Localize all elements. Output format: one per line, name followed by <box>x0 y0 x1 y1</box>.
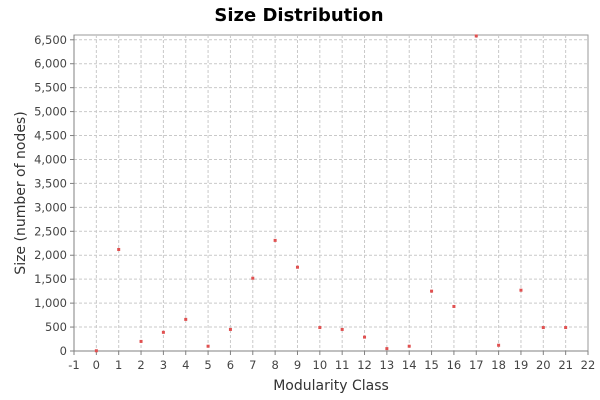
x-tick-label: 2 <box>137 358 144 372</box>
data-point <box>117 247 121 251</box>
data-point <box>251 276 255 280</box>
data-point <box>519 288 523 292</box>
x-tick-label: 21 <box>558 358 573 372</box>
data-point <box>541 326 545 330</box>
y-tick-label: 6,500 <box>34 33 67 47</box>
data-point <box>206 344 210 348</box>
x-tick-label: 4 <box>182 358 189 372</box>
data-point <box>318 326 322 330</box>
x-tick-label: 11 <box>335 358 350 372</box>
data-point <box>273 238 277 242</box>
data-point <box>184 317 188 321</box>
y-tick-label: 4,000 <box>34 152 67 166</box>
x-tick-label: 13 <box>380 358 395 372</box>
x-tick-label: -1 <box>68 358 79 372</box>
data-point <box>340 327 344 331</box>
y-tick-label: 500 <box>45 320 67 334</box>
y-tick-label: 5,000 <box>34 105 67 119</box>
x-tick-label: 9 <box>294 358 301 372</box>
x-tick-label: 17 <box>469 358 484 372</box>
data-point <box>385 347 389 351</box>
x-tick-label: 19 <box>514 358 529 372</box>
axes <box>70 35 589 355</box>
grid <box>74 35 588 351</box>
data-point <box>564 326 568 330</box>
x-tick-label: 16 <box>447 358 462 372</box>
y-tick-label: 2,500 <box>34 224 67 238</box>
x-tick-label: 10 <box>313 358 328 372</box>
data-point <box>228 327 232 331</box>
data-point <box>474 34 478 38</box>
x-tick-label: 15 <box>424 358 439 372</box>
data-point <box>295 265 299 269</box>
y-tick-label: 6,000 <box>34 57 67 71</box>
data-point <box>94 349 98 353</box>
y-tick-label: 4,500 <box>34 129 67 143</box>
y-axis-label: Size (number of nodes) <box>13 111 29 274</box>
x-tick-label: 5 <box>204 358 211 372</box>
x-axis-label: Modularity Class <box>273 378 389 394</box>
x-tick-label: 20 <box>536 358 551 372</box>
chart-title: Size Distribution <box>214 5 383 26</box>
x-tick-label: 6 <box>227 358 234 372</box>
data-point <box>139 339 143 343</box>
data-point <box>161 330 165 334</box>
data-point <box>452 304 456 308</box>
x-tick-label: 1 <box>115 358 122 372</box>
tick-labels: -1 0 1 2 3 4 5 6 7 8 9 10 11 12 13 14 15 16 17 18 19 20 21 2205… <box>34 33 595 372</box>
y-tick-label: 0 <box>60 344 67 358</box>
data-point <box>407 344 411 348</box>
y-tick-label: 2,000 <box>34 248 67 262</box>
data-point <box>497 343 501 347</box>
x-tick-label: 14 <box>402 358 417 372</box>
y-tick-label: 1,000 <box>34 296 67 310</box>
y-tick-label: 3,500 <box>34 176 67 190</box>
y-tick-label: 3,000 <box>34 200 67 214</box>
data-point <box>363 335 367 339</box>
y-tick-label: 5,500 <box>34 81 67 95</box>
x-tick-label: 7 <box>249 358 256 372</box>
x-tick-label: 12 <box>357 358 372 372</box>
x-tick-label: 3 <box>160 358 167 372</box>
x-tick-label: 0 <box>93 358 100 372</box>
data-points <box>94 34 568 353</box>
data-point <box>430 289 434 293</box>
x-tick-label: 18 <box>491 358 506 372</box>
x-tick-label: 22 <box>581 358 596 372</box>
x-tick-label: 8 <box>271 358 278 372</box>
y-tick-label: 1,500 <box>34 272 67 286</box>
